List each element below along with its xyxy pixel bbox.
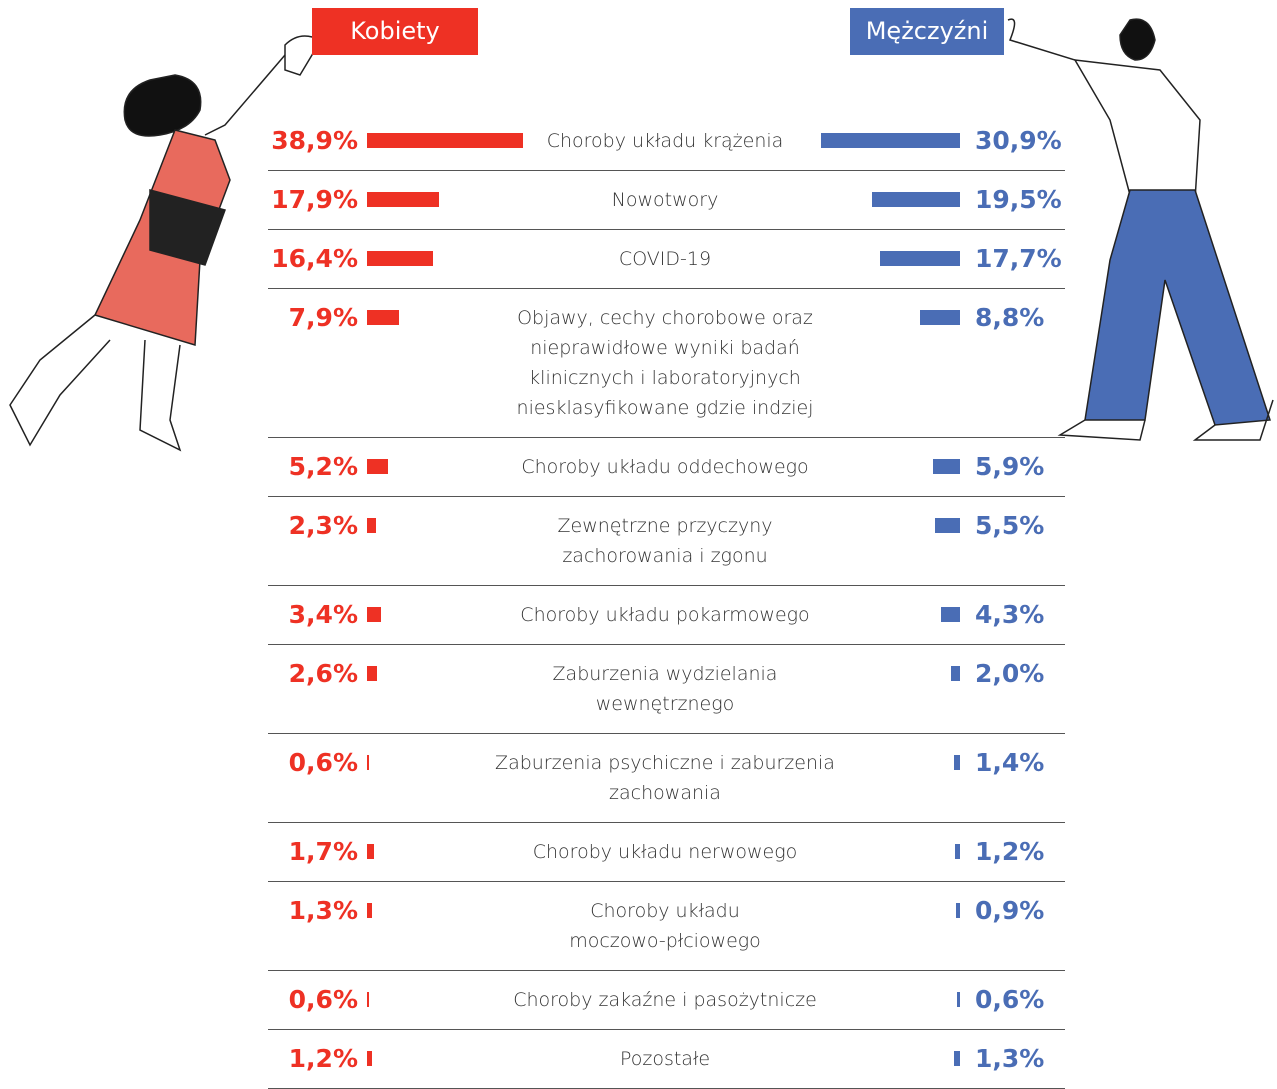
bar (367, 192, 439, 207)
bar (954, 1051, 960, 1066)
value-label: 0,6% (975, 985, 1045, 1014)
row: Objawy, cechy chorobowe oraz nieprawidło… (268, 289, 1065, 438)
row: Choroby układu oddechowego 5,2% 5,9% (268, 438, 1065, 497)
bar (367, 251, 433, 266)
value-label: 8,8% (975, 303, 1045, 332)
category-label: Objawy, cechy chorobowe oraz nieprawidło… (516, 307, 814, 419)
bar (367, 666, 378, 681)
bar (367, 992, 370, 1007)
bar (367, 1051, 372, 1066)
bar (367, 133, 523, 148)
bar (820, 133, 960, 148)
woman-figure (9, 35, 322, 452)
bar (880, 251, 960, 266)
category-label: Choroby układu krążenia (546, 130, 784, 152)
bar (920, 310, 960, 325)
value-label: 38,9% (271, 126, 358, 155)
value-label: 5,9% (975, 452, 1045, 481)
bar (953, 755, 960, 770)
rows: Choroby układu krążenia 38,9% 30,9% Nowotwo… (268, 112, 1065, 1089)
value-label: 30,9% (975, 126, 1062, 155)
value-label: 1,2% (288, 1044, 358, 1073)
row: COVID-19 16,4% 17,7% (268, 230, 1065, 289)
value-label: 2,6% (288, 659, 358, 688)
row: Choroby układu krążenia 38,9% 30,9% (268, 112, 1065, 171)
value-label: 2,3% (288, 511, 358, 540)
value-label: 1,3% (288, 896, 358, 925)
man-figure (1007, 18, 1274, 441)
bar (954, 844, 960, 859)
category-label: Zewnętrzne przyczyny zachorowania i zgon… (557, 515, 773, 567)
row: Choroby układu nerwowego 1,7% 1,2% (268, 823, 1065, 882)
value-label: 4,3% (975, 600, 1045, 629)
value-label: 16,4% (271, 244, 358, 273)
bar (957, 992, 960, 1007)
value-label: 0,6% (288, 748, 358, 777)
row: Zaburzenia psychiczne i zaburzenia zacho… (268, 734, 1065, 823)
bar (367, 518, 377, 533)
bar (955, 903, 960, 918)
bar (935, 518, 960, 533)
bar (951, 666, 960, 681)
category-label: Nowotwory (611, 189, 719, 211)
category-label: Choroby układu pokarmowego (520, 604, 810, 626)
bar (933, 459, 960, 474)
category-label: Choroby układu moczowo-płciowego (569, 900, 761, 952)
value-label: 5,2% (288, 452, 358, 481)
value-label: 17,9% (271, 185, 358, 214)
row: Pozostałe 1,2% 1,3% (268, 1030, 1065, 1089)
category-label: Choroby układu nerwowego (532, 841, 798, 863)
bar (367, 903, 373, 918)
value-label: 3,4% (288, 600, 358, 629)
category-label: COVID-19 (618, 248, 712, 270)
value-label: 1,3% (975, 1044, 1045, 1073)
category-label: Pozostałe (619, 1048, 711, 1070)
category-label: Choroby zakaźne i pasożytnicze (513, 989, 817, 1011)
legend-men: Mężczyźni (850, 8, 1004, 55)
row: Choroby zakaźne i pasożytnicze 0,6% 0,6% (268, 971, 1065, 1030)
bar (367, 755, 370, 770)
legend-women: Kobiety (312, 8, 478, 55)
page: Kobiety Mężczyźni Choroby układu krążeni… (9, 8, 1274, 1089)
value-label: 1,4% (975, 748, 1045, 777)
bar (367, 844, 374, 859)
category-label: Zaburzenia wydzielania wewnętrznego (552, 663, 778, 715)
value-label: 2,0% (975, 659, 1045, 688)
value-label: 1,2% (975, 837, 1045, 866)
row: Zewnętrzne przyczyny zachorowania i zgon… (268, 497, 1065, 586)
value-label: 5,5% (975, 511, 1045, 540)
row: Nowotwory 17,9% 19,5% (268, 171, 1065, 230)
row: Choroby układu moczowo-płciowego 1,3% 0,9% (268, 882, 1065, 971)
bar (367, 459, 388, 474)
value-label: 19,5% (975, 185, 1062, 214)
value-label: 1,7% (288, 837, 358, 866)
value-label: 17,7% (975, 244, 1062, 273)
bar (367, 607, 381, 622)
bar (940, 607, 960, 622)
value-label: 0,6% (288, 985, 358, 1014)
value-label: 0,9% (975, 896, 1045, 925)
value-label: 7,9% (288, 303, 358, 332)
illustrations (9, 18, 1274, 452)
row: Choroby układu pokarmowego 3,4% 4,3% (268, 586, 1065, 645)
category-label: Zaburzenia psychiczne i zaburzenia zacho… (495, 752, 835, 804)
row: Zaburzenia wydzielania wewnętrznego 2,6% 2… (268, 645, 1065, 734)
bar (872, 192, 960, 207)
category-label: Choroby układu oddechowego (521, 456, 809, 478)
bar (367, 310, 399, 325)
